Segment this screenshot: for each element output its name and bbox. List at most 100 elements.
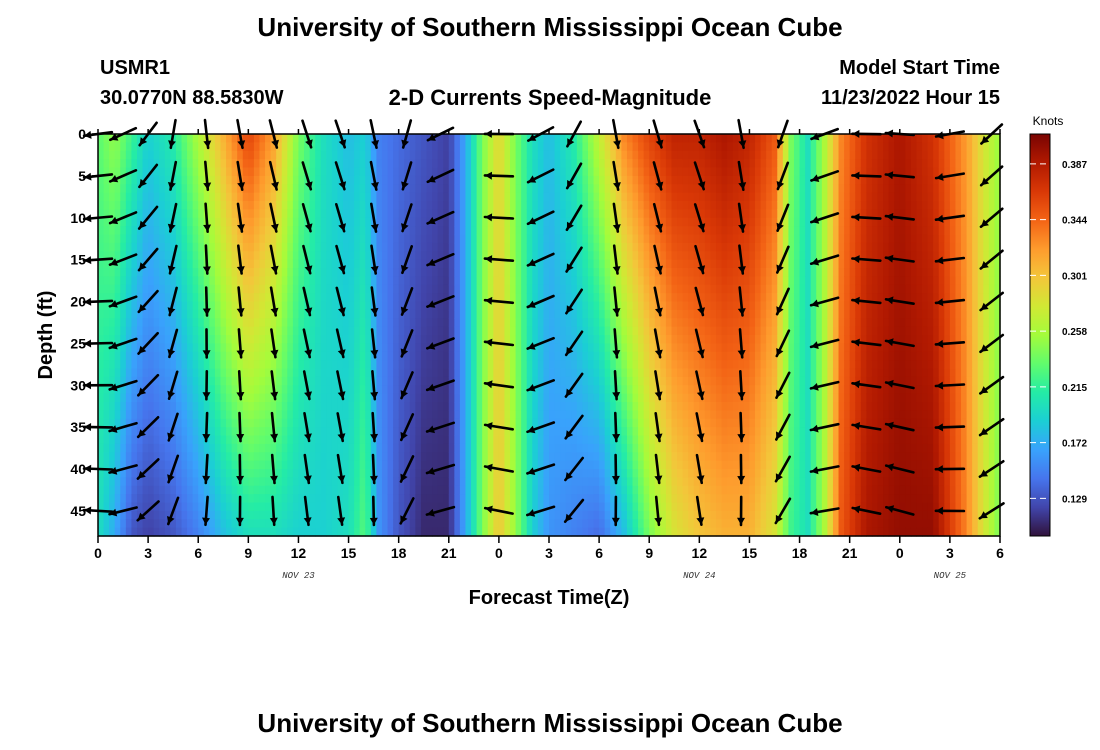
heatmap-cell <box>175 184 183 194</box>
heatmap-cell <box>170 201 177 210</box>
heatmap-cell <box>198 293 205 303</box>
heatmap-cell <box>420 393 428 403</box>
heatmap-cell <box>153 184 160 194</box>
heatmap-cell <box>331 452 339 462</box>
heatmap-cell <box>459 293 467 303</box>
heatmap-cell <box>231 167 238 177</box>
heatmap-cell <box>153 452 160 462</box>
heatmap-cell <box>159 134 166 143</box>
heatmap-cell <box>265 268 272 277</box>
heatmap-cell <box>381 242 389 252</box>
heatmap-cell <box>131 242 138 252</box>
heatmap-cell <box>576 150 584 160</box>
heatmap-cell <box>248 234 255 244</box>
heatmap-cell <box>448 301 455 311</box>
heatmap-cell <box>248 502 255 512</box>
heatmap-cell <box>409 268 416 277</box>
heatmap-cell <box>159 393 166 403</box>
heatmap-cell <box>259 268 266 277</box>
heatmap-cell <box>599 318 606 328</box>
heatmap-cell <box>109 318 116 328</box>
heatmap-cell <box>443 201 450 210</box>
heatmap-cell <box>376 335 383 344</box>
heatmap-cell <box>643 276 650 286</box>
heatmap-cell <box>381 485 389 495</box>
heatmap-cell <box>109 410 116 420</box>
heatmap-cell <box>443 318 450 328</box>
heatmap-cell <box>420 452 428 462</box>
heatmap-cell <box>253 427 261 437</box>
heatmap-cell <box>103 435 110 445</box>
heatmap-cell <box>359 427 366 437</box>
heatmap-cell <box>354 284 361 294</box>
heatmap-cell <box>593 226 600 236</box>
heatmap-cell <box>409 402 416 411</box>
heatmap-cell <box>370 150 377 160</box>
heatmap-cell <box>153 427 160 437</box>
heatmap-cell <box>471 201 478 210</box>
heatmap-cell <box>638 427 645 437</box>
heatmap-cell <box>454 318 461 328</box>
heatmap-cell <box>387 452 394 462</box>
heatmap-cell <box>259 201 266 210</box>
heatmap-cell <box>587 494 595 504</box>
heatmap-cell <box>164 301 171 311</box>
heatmap-cell <box>643 234 650 244</box>
heatmap-cell <box>549 527 556 537</box>
heatmap-cell <box>387 527 394 537</box>
heatmap-cell <box>292 360 300 370</box>
heatmap-cell <box>276 410 283 420</box>
heatmap-cell <box>626 469 634 478</box>
heatmap-cell <box>148 226 155 236</box>
heatmap-cell <box>604 519 611 529</box>
heatmap-cell <box>404 134 411 143</box>
heatmap-cell <box>192 351 199 361</box>
heatmap-cell <box>515 159 522 169</box>
heatmap-cell <box>660 142 667 152</box>
heatmap-cell <box>471 234 478 244</box>
heatmap-cell <box>671 284 678 294</box>
heatmap-cell <box>504 527 511 537</box>
heatmap-cell <box>181 510 188 520</box>
heatmap-cell <box>432 435 439 445</box>
heatmap-cell <box>393 276 400 286</box>
heatmap-cell <box>292 418 300 428</box>
heatmap-cell <box>565 494 572 504</box>
heatmap-cell <box>387 309 394 319</box>
heatmap-cell <box>187 519 194 529</box>
heatmap-cell <box>443 393 450 403</box>
heatmap-cell <box>504 402 511 411</box>
heatmap-cell <box>643 376 650 386</box>
heatmap-cell <box>354 510 361 520</box>
heatmap-cell <box>643 150 650 160</box>
heatmap-cell <box>615 335 622 344</box>
heatmap-cell <box>493 309 500 319</box>
heatmap-cell <box>565 276 572 286</box>
heatmap-cell <box>465 485 472 495</box>
heatmap-cell <box>604 184 611 194</box>
heatmap-cell <box>287 276 294 286</box>
heatmap-cell <box>621 242 628 252</box>
heatmap-cell <box>248 410 255 420</box>
heatmap-cell <box>209 150 216 160</box>
heatmap-cell <box>576 452 584 462</box>
heatmap-cell <box>482 217 489 227</box>
heatmap-cell <box>103 226 110 236</box>
heatmap-cell <box>120 385 127 395</box>
heatmap-cell <box>643 510 650 520</box>
heatmap-cell <box>354 418 361 428</box>
heatmap-cell <box>493 477 500 487</box>
heatmap-cell <box>298 284 305 294</box>
heatmap-cell <box>454 402 461 411</box>
heatmap-cell <box>153 351 160 361</box>
heatmap-cell <box>448 410 455 420</box>
heatmap-cell <box>281 268 288 277</box>
heatmap-cell <box>537 293 545 303</box>
heatmap-cell <box>649 402 656 411</box>
heatmap-cell <box>164 276 171 286</box>
heatmap-cell <box>393 309 400 319</box>
heatmap-cell <box>610 435 617 445</box>
heatmap-cell <box>331 242 339 252</box>
heatmap-cell <box>638 142 645 152</box>
heatmap-cell <box>526 309 533 319</box>
